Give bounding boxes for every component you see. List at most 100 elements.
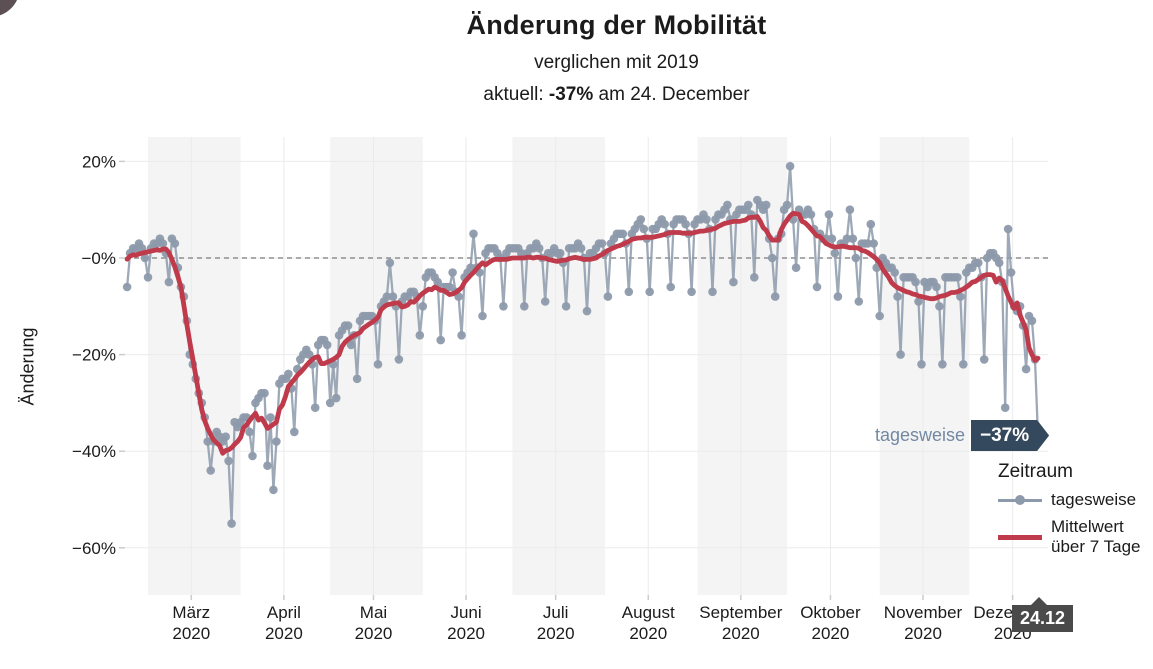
- daily-data-point[interactable]: [660, 219, 669, 229]
- daily-data-point[interactable]: [1003, 224, 1013, 234]
- daily-data-point[interactable]: [343, 321, 353, 330]
- daily-data-point[interactable]: [206, 466, 215, 475]
- daily-data-point[interactable]: [582, 306, 592, 316]
- daily-data-point[interactable]: [158, 239, 168, 248]
- daily-data-point[interactable]: [708, 287, 717, 297]
- legend-item-Mittelwert[interactable]: Mittelwert über 7 Tage: [998, 517, 1146, 557]
- daily-data-point[interactable]: [791, 263, 801, 273]
- daily-data-point[interactable]: [723, 200, 732, 210]
- legend-item-tagesweise[interactable]: tagesweise: [998, 490, 1146, 510]
- daily-data-point[interactable]: [331, 393, 341, 403]
- daily-data-point[interactable]: [770, 292, 780, 301]
- daily-data-point[interactable]: [744, 200, 753, 210]
- daily-data-point[interactable]: [1027, 316, 1037, 326]
- daily-data-point[interactable]: [224, 456, 233, 466]
- daily-data-point[interactable]: [827, 234, 837, 243]
- daily-data-point[interactable]: [534, 244, 544, 253]
- daily-data-point[interactable]: [845, 205, 855, 214]
- mean-series-line[interactable]: [124, 210, 1041, 456]
- daily-data-point[interactable]: [956, 292, 965, 301]
- daily-data-point[interactable]: [830, 248, 840, 258]
- daily-data-point[interactable]: [245, 427, 254, 437]
- daily-data-point[interactable]: [143, 273, 153, 282]
- daily-data-point[interactable]: [373, 360, 383, 369]
- daily-data-point[interactable]: [687, 287, 696, 297]
- daily-data-point[interactable]: [227, 519, 236, 528]
- daily-data-point[interactable]: [555, 248, 565, 258]
- daily-data-point[interactable]: [666, 282, 675, 292]
- daily-data-point[interactable]: [1021, 364, 1031, 374]
- daily-data-point[interactable]: [445, 282, 454, 292]
- daily-data-point[interactable]: [618, 229, 628, 239]
- daily-data-point[interactable]: [305, 350, 314, 359]
- daily-data-point[interactable]: [469, 229, 478, 239]
- daily-data-point[interactable]: [266, 413, 275, 422]
- daily-data-point[interactable]: [729, 277, 738, 287]
- daily-data-point[interactable]: [1006, 268, 1016, 277]
- daily-data-point[interactable]: [310, 403, 320, 413]
- daily-data-point[interactable]: [385, 258, 395, 268]
- daily-data-point[interactable]: [415, 331, 425, 340]
- daily-data-point[interactable]: [848, 234, 858, 243]
- daily-data-point[interactable]: [890, 268, 899, 277]
- daily-data-point[interactable]: [854, 297, 864, 306]
- daily-data-point[interactable]: [624, 287, 634, 297]
- daily-data-point[interactable]: [382, 292, 392, 301]
- daily-data-point[interactable]: [994, 258, 1004, 268]
- daily-data-point[interactable]: [517, 248, 526, 258]
- daily-data-point[interactable]: [750, 273, 759, 282]
- daily-data-point[interactable]: [346, 340, 356, 350]
- daily-data-point[interactable]: [576, 244, 586, 253]
- daily-data-point[interactable]: [869, 239, 878, 248]
- daily-data-point[interactable]: [681, 219, 690, 229]
- daily-data-point[interactable]: [812, 282, 822, 292]
- daily-data-point[interactable]: [1000, 403, 1010, 413]
- daily-data-point[interactable]: [122, 282, 132, 292]
- daily-data-point[interactable]: [603, 292, 613, 301]
- daily-data-point[interactable]: [767, 253, 777, 263]
- daily-data-point[interactable]: [272, 437, 281, 446]
- daily-data-point[interactable]: [248, 451, 257, 461]
- daily-data-point[interactable]: [833, 292, 843, 301]
- daily-data-point[interactable]: [561, 302, 571, 311]
- daily-data-point[interactable]: [352, 374, 362, 384]
- daily-data-point[interactable]: [433, 277, 443, 287]
- daily-data-point[interactable]: [824, 210, 834, 219]
- daily-data-point[interactable]: [851, 253, 861, 263]
- daily-data-point[interactable]: [418, 302, 428, 311]
- daily-data-point[interactable]: [436, 335, 446, 345]
- daily-data-point[interactable]: [269, 485, 278, 495]
- daily-data-point[interactable]: [203, 437, 212, 446]
- daily-data-point[interactable]: [935, 302, 944, 311]
- daily-data-point[interactable]: [974, 258, 983, 268]
- daily-data-point[interactable]: [478, 311, 487, 321]
- daily-data-point[interactable]: [448, 268, 457, 277]
- daily-data-point[interactable]: [263, 461, 272, 471]
- daily-data-point[interactable]: [761, 200, 771, 210]
- daily-data-point[interactable]: [140, 253, 150, 263]
- daily-data-point[interactable]: [938, 360, 947, 369]
- daily-data-point[interactable]: [394, 355, 404, 364]
- daily-data-point[interactable]: [284, 369, 293, 379]
- daily-data-point[interactable]: [863, 239, 873, 248]
- daily-data-point[interactable]: [221, 432, 230, 442]
- daily-data-point[interactable]: [639, 224, 649, 234]
- daily-data-point[interactable]: [953, 273, 962, 282]
- daily-data-point[interactable]: [260, 388, 269, 398]
- daily-data-point[interactable]: [785, 161, 795, 171]
- daily-data-point[interactable]: [290, 427, 299, 437]
- daily-data-point[interactable]: [896, 350, 905, 359]
- daily-data-point[interactable]: [499, 302, 508, 311]
- daily-data-point[interactable]: [866, 219, 876, 229]
- daily-data-point[interactable]: [979, 355, 989, 364]
- daily-data-point[interactable]: [520, 302, 529, 311]
- daily-data-point[interactable]: [914, 297, 923, 306]
- daily-data-point[interactable]: [540, 297, 550, 306]
- daily-data-point[interactable]: [645, 287, 654, 297]
- daily-data-point[interactable]: [322, 340, 332, 350]
- daily-data-point[interactable]: [702, 215, 711, 224]
- daily-data-point[interactable]: [636, 215, 646, 224]
- daily-data-point[interactable]: [782, 200, 792, 210]
- daily-data-point[interactable]: [597, 239, 607, 248]
